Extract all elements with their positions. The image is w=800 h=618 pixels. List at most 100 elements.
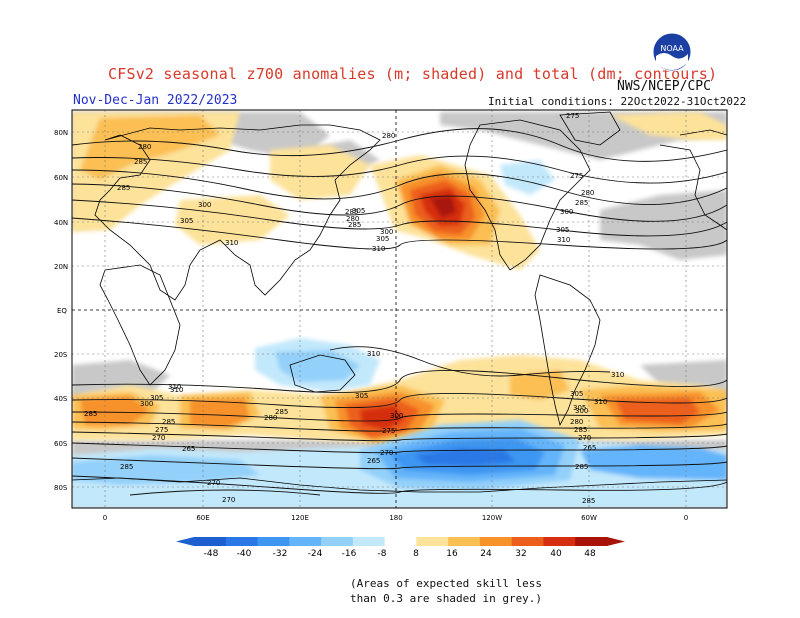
contour-label: 310 — [557, 236, 570, 244]
contour-label: 285 — [574, 426, 587, 434]
longitude-labels: 0 60E 120E 180 120W 60W 0 — [103, 514, 688, 522]
contour-label: 285 — [575, 199, 588, 207]
colorbar-tick-label: -32 — [273, 549, 288, 559]
contour-label: 300 — [140, 400, 153, 408]
contour-label: 305 — [150, 394, 163, 402]
colorbar-segment — [194, 537, 227, 546]
lat-label: 60S — [54, 440, 68, 448]
colorbar-segment — [321, 537, 354, 546]
skill-note-line1: (Areas of expected skill less — [350, 577, 543, 590]
contour-label: 285 — [348, 221, 361, 229]
colorbar-tick-label: 40 — [550, 549, 562, 559]
contour-label: 310 — [372, 245, 385, 253]
logo-text: NOAA — [660, 44, 684, 53]
lon-label: 120W — [482, 514, 502, 522]
contour-label: 305 — [352, 207, 365, 215]
contour-label: 275 — [155, 426, 168, 434]
colorbar-segment — [225, 537, 259, 546]
colorbar-segment — [352, 537, 386, 546]
contour-label: 280 — [382, 132, 395, 140]
noaa-logo: NOAA — [652, 32, 692, 72]
contour-label: 285 — [117, 184, 130, 192]
lat-label: 40S — [54, 395, 68, 403]
lon-label: 120E — [291, 514, 309, 522]
contour-label: 280 — [581, 189, 594, 197]
height-contours — [72, 128, 727, 496]
colorbar-tick-label: -48 — [204, 549, 219, 559]
contour-label: 270 — [222, 496, 235, 504]
lat-label: 80S — [54, 484, 68, 492]
contour-label: 310 — [225, 239, 238, 247]
contour-label: 270 — [380, 449, 393, 457]
lon-label: 0 — [103, 514, 107, 522]
contour-label: 275 — [566, 112, 579, 120]
latitude-labels: 80N 60N 40N 20N EQ 20S 40S 60S 80S — [54, 129, 68, 492]
contour-label: 310 — [367, 350, 380, 358]
colorbar-segment — [575, 537, 608, 546]
contour-label: 285 — [275, 408, 288, 416]
lat-label: 60N — [54, 174, 68, 182]
contour-label: 305 — [573, 404, 586, 412]
colorbar-segment — [416, 537, 449, 546]
lat-label: EQ — [57, 307, 67, 315]
skill-note-line2: than 0.3 are shaded in grey.) — [350, 592, 543, 605]
colorbar-segment — [543, 537, 576, 546]
lon-label: 0 — [684, 514, 688, 522]
contour-label: 305 — [556, 226, 569, 234]
colorbar-segment — [448, 537, 481, 546]
lat-label: 40N — [54, 219, 68, 227]
contour-label: 310 — [170, 386, 183, 394]
lat-label: 20N — [54, 263, 68, 271]
contour-label: 270 — [152, 434, 165, 442]
contour-label: 280 — [264, 414, 277, 422]
contour-label: 265 — [182, 445, 195, 453]
agency-label: NWS/NCEP/CPC — [617, 79, 711, 94]
contour-label: 305 — [570, 390, 583, 398]
lat-label: 80N — [54, 129, 68, 137]
colorbar-tick-label: -16 — [342, 549, 357, 559]
contour-label: 300 — [390, 412, 403, 420]
colorbar-right-arrow — [607, 537, 625, 546]
lon-label: 60E — [196, 514, 209, 522]
colorbar-segment — [384, 537, 417, 546]
contour-label: 285 — [134, 158, 147, 166]
colorbar-segment — [257, 537, 290, 546]
contour-label: 270 — [207, 479, 220, 487]
map-frame — [71, 109, 728, 509]
colorbar-segment — [511, 537, 544, 546]
contour-label: 305 — [180, 217, 193, 225]
contour-label: 285 — [162, 418, 175, 426]
colorbar — [176, 537, 625, 546]
contour-label: 265 — [583, 444, 596, 452]
contour-label: 300 — [575, 407, 588, 415]
contour-label: 275 — [570, 172, 583, 180]
contour-label: 275 — [382, 427, 395, 435]
contour-label: 310 — [611, 371, 624, 379]
colorbar-segment — [479, 537, 513, 546]
contour-label: 285 — [575, 463, 588, 471]
contour-label: 280 — [346, 215, 359, 223]
colorbar-tick-labels: -48 -40 -32 -24 -16 -8 8 16 24 32 40 48 — [204, 549, 596, 559]
contour-label: 285 — [345, 208, 358, 216]
contour-label: 305 — [355, 392, 368, 400]
colorbar-tick-label: 48 — [584, 549, 596, 559]
contour-labels: 275 280 285 285 300 305 310 280 285 300 … — [84, 112, 624, 505]
contour-label: 310 — [168, 383, 181, 391]
colorbar-tick-label: 16 — [446, 549, 458, 559]
contour-label: 280 — [138, 143, 151, 151]
lon-label: 180 — [389, 514, 402, 522]
contour-label: 280 — [570, 418, 583, 426]
initial-conditions-label: Initial conditions: 22Oct2022-31Oct2022 — [488, 95, 747, 108]
contour-label: 300 — [198, 201, 211, 209]
contour-label: 270 — [578, 434, 591, 442]
contour-label: 310 — [594, 398, 607, 406]
contour-label: 285 — [120, 463, 133, 471]
colorbar-tick-label: -8 — [378, 549, 387, 559]
colorbar-tick-label: -40 — [237, 549, 252, 559]
colorbar-left-arrow — [176, 537, 194, 546]
lat-label: 20S — [54, 351, 68, 359]
colorbar-tick-label: 32 — [515, 549, 526, 559]
colorbar-segment — [289, 537, 322, 546]
contour-label: 305 — [376, 235, 389, 243]
